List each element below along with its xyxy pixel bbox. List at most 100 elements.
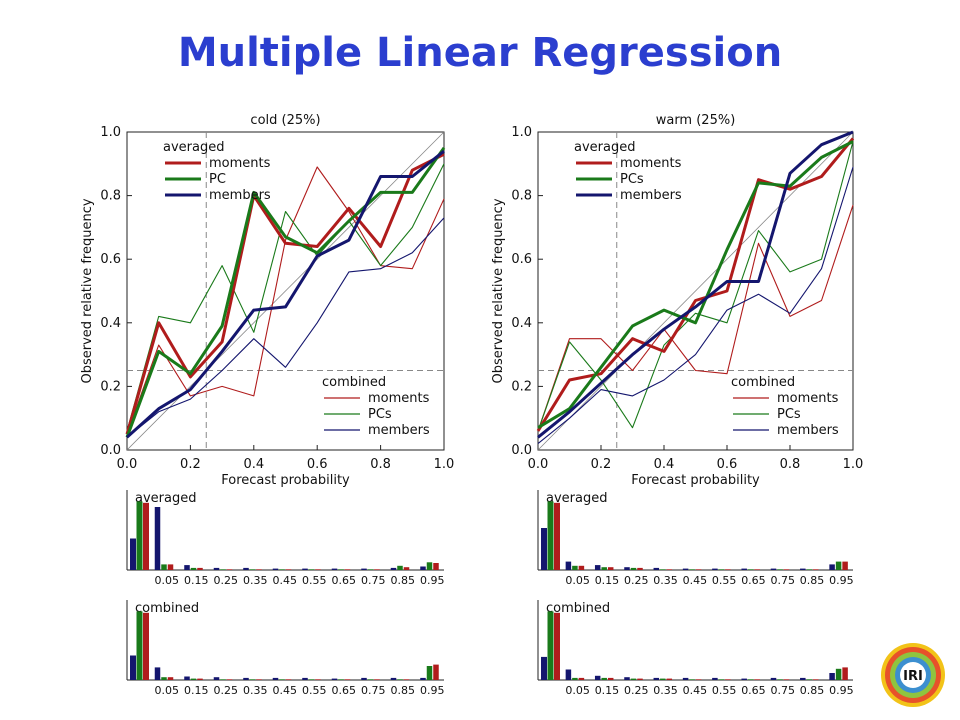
hist-title: combined xyxy=(546,601,610,616)
hist-title: averaged xyxy=(546,491,607,506)
hist-bar-lead-moments xyxy=(143,502,149,570)
x-tick-label: 0.0 xyxy=(528,457,549,472)
hist-bar-pcs xyxy=(308,679,315,680)
y-tick-label: 1.0 xyxy=(100,125,121,140)
hist-bar-pcs xyxy=(718,569,725,570)
chart-title: warm (25%) xyxy=(656,113,736,128)
hist-tick-label: 0.25 xyxy=(214,684,239,697)
x-tick-label: 0.6 xyxy=(717,457,738,472)
hist-bar-moments xyxy=(256,679,262,680)
hist-tick-label: 0.15 xyxy=(184,574,209,587)
series-line-combined-pcs xyxy=(126,163,445,432)
hist-bar-lead-members xyxy=(541,528,547,570)
hist-bar-pcs xyxy=(718,679,725,680)
histogram-warm-combined: combined 0.05 0.15 0.25 0.35 0.45 0.55 0.65 0.75… xyxy=(537,600,854,697)
hist-bar-members xyxy=(653,567,660,570)
hist-bar-moments xyxy=(783,679,790,680)
hist-bar-pcs xyxy=(601,567,607,570)
hist-tick-label: 0.35 xyxy=(243,684,268,697)
hist-tick-label: 0.35 xyxy=(243,574,268,587)
plot-frame xyxy=(126,131,445,451)
hist-bar-members xyxy=(741,568,747,570)
hist-tick-label: 0.55 xyxy=(712,574,737,587)
logo-text: IRI xyxy=(903,669,923,684)
hist-bar-members xyxy=(213,677,220,680)
hist-bar-moments xyxy=(285,679,292,680)
hist-bar-moments xyxy=(842,667,848,680)
legend-averaged-label: members xyxy=(209,188,271,203)
hist-bar-moments xyxy=(226,679,233,680)
series-line-combined-pcs xyxy=(537,141,854,432)
iri-logo: IRI xyxy=(881,643,945,707)
legend-combined-title: combined xyxy=(322,375,386,390)
hist-bar-pcs xyxy=(660,569,666,570)
hist-bar-members xyxy=(420,677,426,680)
y-tick-label: 0.6 xyxy=(511,252,532,267)
x-tick-label: 0.2 xyxy=(180,457,201,472)
hist-bar-moments xyxy=(695,679,702,680)
y-tick-label: 1.0 xyxy=(511,125,532,140)
histogram-warm-averaged: averaged 0.05 0.15 0.25 0.35 0.45 0.55 0.65 0.75… xyxy=(537,490,854,587)
hist-bar-lead-members xyxy=(541,656,547,680)
hist-bar-pcs xyxy=(161,677,167,680)
hist-bar-moments xyxy=(578,677,585,680)
x-tick-label: 0.4 xyxy=(654,457,675,472)
hist-bar-members xyxy=(682,677,689,680)
hist-tick-label: 0.35 xyxy=(653,574,678,587)
hist-bar-lead-moments xyxy=(143,612,149,680)
series-line-averaged-moments xyxy=(125,152,445,435)
x-tick-label: 0.4 xyxy=(243,457,264,472)
hist-tick-label: 0.55 xyxy=(302,574,327,587)
hist-bar-members xyxy=(565,669,572,680)
hist-bar-pcs xyxy=(835,561,842,570)
hist-bar-moments xyxy=(637,678,643,680)
series-line-combined-members xyxy=(126,217,445,438)
legend-averaged-label: PC xyxy=(209,172,226,187)
hist-tick-label: 0.85 xyxy=(800,684,825,697)
hist-bar-moments xyxy=(285,569,292,570)
hist-bar-lead-pcs xyxy=(547,611,554,680)
hist-bar-moments xyxy=(783,569,790,570)
hist-bar-pcs xyxy=(572,565,578,570)
hist-tick-label: 0.75 xyxy=(771,684,796,697)
reliability-chart-warm: warm (25%) 0.0 0.2 0.4 0.6 0.8 1.0 0.0 0.2 0.4 0.6… xyxy=(491,113,863,488)
hist-bar-lead-members xyxy=(130,655,136,680)
series-line-averaged-moments xyxy=(536,137,855,432)
hist-tick-label: 0.45 xyxy=(683,574,708,587)
hist-bar-pcs xyxy=(220,569,226,570)
hist-bar-members xyxy=(331,678,338,680)
hist-bar-pcs xyxy=(367,679,374,680)
legend-combined-label: PCs xyxy=(368,407,392,422)
hist-bar-pcs xyxy=(689,679,695,680)
hist-bar-members xyxy=(154,507,161,570)
hist-bar-moments xyxy=(842,561,848,570)
y-tick-label: 0.2 xyxy=(100,379,121,394)
hist-bar-pcs xyxy=(397,565,403,570)
hist-tick-label: 0.85 xyxy=(391,574,416,587)
hist-bar-members xyxy=(243,677,249,680)
hist-bar-pcs xyxy=(338,569,344,570)
hist-tick-label: 0.25 xyxy=(624,574,649,587)
hist-bar-pcs xyxy=(279,679,285,680)
series-line-combined-moments xyxy=(537,204,854,432)
hist-tick-label: 0.45 xyxy=(273,684,298,697)
hist-bar-moments xyxy=(433,563,439,570)
hist-bar-moments xyxy=(666,569,673,570)
hist-bar-members xyxy=(624,567,630,570)
legend-averaged-title: averaged xyxy=(574,140,635,155)
hist-bar-moments xyxy=(754,679,760,680)
hist-bar-moments xyxy=(666,678,673,680)
hist-bar-pcs xyxy=(689,569,695,570)
hist-bar-members xyxy=(390,567,397,570)
hist-bar-pcs xyxy=(747,569,754,570)
hist-tick-label: 0.65 xyxy=(332,574,357,587)
hist-bar-pcs xyxy=(161,564,167,570)
hist-bar-members xyxy=(272,568,279,570)
hist-bar-moments xyxy=(344,569,351,570)
hist-bar-pcs xyxy=(249,569,256,570)
series-line-averaged-members xyxy=(125,149,445,439)
hist-bar-members xyxy=(184,676,190,680)
reliability-chart-cold: cold (25%) 0.0 0.2 0.4 0.6 0.8 1.0 0.0 0.2 0.4 0.6… xyxy=(80,113,454,488)
hist-bar-members xyxy=(682,568,689,570)
legend-combined-label: members xyxy=(368,423,430,438)
